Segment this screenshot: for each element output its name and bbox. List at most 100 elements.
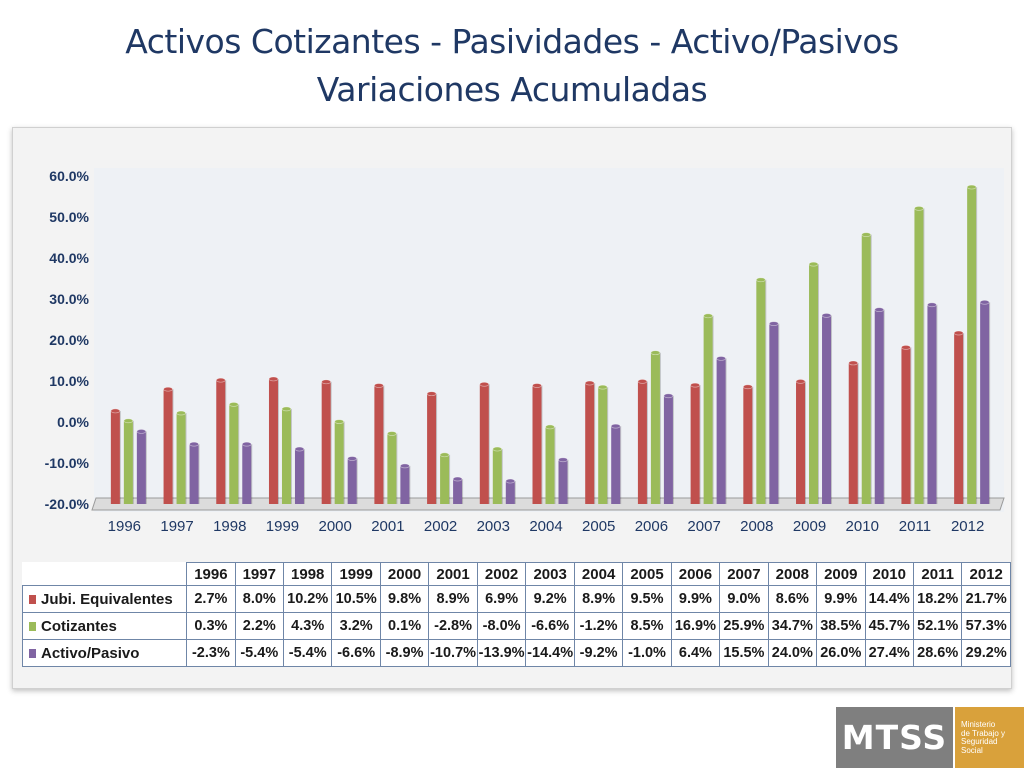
- bar-top: [347, 456, 358, 461]
- table-cell: 45.7%: [864, 612, 914, 640]
- table-cell: -9.2%: [573, 639, 624, 667]
- y-tick-label: 50.0%: [49, 209, 89, 225]
- table-cell: 6.4%: [670, 639, 721, 667]
- table-row-label: Jubi. Equivalentes: [21, 585, 188, 613]
- x-tick-label: 2007: [687, 518, 720, 535]
- x-tick-label: 1997: [160, 518, 193, 535]
- table-cell: -2.8%: [428, 612, 478, 640]
- bar-top: [690, 382, 700, 388]
- table-cell: 8.0%: [234, 585, 284, 613]
- table-cell: 38.5%: [816, 612, 866, 640]
- mtss-logo: MTSS Ministerio de Trabajo y Seguridad S…: [836, 707, 1024, 768]
- bar-top: [374, 383, 384, 388]
- table-cell: 9.9%: [816, 585, 866, 613]
- y-tick-label: -10.0%: [45, 455, 90, 471]
- bar-top: [492, 446, 503, 452]
- bar: [216, 380, 226, 504]
- bar-top: [663, 393, 674, 399]
- table-cell: -1.2%: [573, 612, 624, 640]
- table-year-header: 1998: [282, 562, 333, 586]
- bar: [532, 385, 542, 504]
- table-cell: -6.6%: [525, 612, 575, 640]
- table-cell: 2.2%: [234, 612, 284, 640]
- x-tick-label: 1998: [213, 518, 246, 535]
- table-cell: 2.7%: [186, 585, 236, 613]
- bar-top: [703, 313, 713, 319]
- table-cell: 57.3%: [961, 612, 1011, 640]
- bar: [874, 309, 884, 504]
- table-cell: 8.9%: [573, 585, 624, 613]
- bar: [136, 431, 146, 504]
- table-cell: 52.1%: [912, 612, 963, 640]
- bar-top: [294, 446, 305, 452]
- legend-label: Jubi. Equivalentes: [41, 590, 173, 608]
- table-year-header: 2009: [816, 562, 866, 586]
- bar: [334, 421, 344, 504]
- y-tick-label: 30.0%: [49, 291, 89, 307]
- bar: [822, 315, 832, 504]
- bar: [585, 383, 595, 504]
- bar: [440, 454, 450, 504]
- bar-top: [281, 406, 292, 412]
- bar-top: [742, 384, 753, 390]
- table-year-header: 1999: [331, 562, 381, 586]
- table-cell: 3.2%: [331, 612, 381, 640]
- bar: [123, 420, 133, 504]
- table-cell: 26.0%: [816, 639, 866, 667]
- x-tick-label: 1996: [108, 518, 141, 535]
- logo-text: Ministerio de Trabajo y Seguridad Social: [955, 707, 1024, 768]
- legend-swatch: [29, 648, 36, 658]
- bar-top: [848, 360, 859, 366]
- bar: [663, 395, 673, 504]
- legend-label: Cotizantes: [41, 617, 117, 635]
- table-year-header: 1997: [234, 562, 284, 586]
- x-tick-label: 1999: [266, 518, 299, 535]
- bar: [611, 426, 621, 504]
- x-tick-label: 2006: [635, 518, 668, 535]
- bar-top: [268, 376, 279, 382]
- bar: [400, 465, 410, 504]
- bar-top: [650, 350, 661, 356]
- table-year-header: 2000: [379, 562, 430, 586]
- bar: [716, 358, 726, 504]
- bar: [387, 433, 397, 504]
- table-cell: -6.6%: [331, 639, 381, 667]
- bar-top: [452, 476, 463, 482]
- legend-swatch: [29, 594, 36, 604]
- bar: [321, 381, 331, 504]
- bar: [769, 323, 779, 504]
- table-cell: 10.2%: [282, 585, 333, 613]
- bar: [281, 408, 291, 504]
- table-cell: 15.5%: [719, 639, 769, 667]
- y-tick-label: -20.0%: [45, 496, 90, 512]
- table-cell: -2.3%: [186, 639, 236, 667]
- table-year-header: 2011: [912, 562, 963, 586]
- table-year-header: 1996: [186, 562, 236, 586]
- bar: [809, 264, 819, 504]
- bar-top: [610, 423, 621, 429]
- table-cell: -5.4%: [282, 639, 333, 667]
- bar: [598, 387, 608, 504]
- bar: [427, 393, 437, 504]
- logo-line: Social: [961, 745, 983, 755]
- bar: [545, 426, 555, 504]
- bar-top: [768, 321, 779, 326]
- table-cell: 4.3%: [282, 612, 333, 640]
- bar: [901, 347, 911, 504]
- x-tick-label: 2012: [951, 518, 984, 535]
- bar-top: [558, 457, 568, 463]
- x-tick-label: 2001: [371, 518, 404, 535]
- bar-top: [479, 381, 490, 387]
- table-cell: 9.2%: [525, 585, 575, 613]
- bar-top: [966, 184, 977, 190]
- bar-top: [597, 384, 608, 390]
- bar-top: [136, 429, 147, 434]
- table-cell: 14.4%: [864, 585, 914, 613]
- table-cell: 9.8%: [379, 585, 430, 613]
- y-tick-label: 10.0%: [49, 373, 89, 389]
- table-year-header: 2006: [670, 562, 721, 586]
- bar: [505, 481, 515, 504]
- bar: [861, 234, 871, 504]
- bar-top: [808, 261, 819, 267]
- table-year-header: 2008: [767, 562, 818, 586]
